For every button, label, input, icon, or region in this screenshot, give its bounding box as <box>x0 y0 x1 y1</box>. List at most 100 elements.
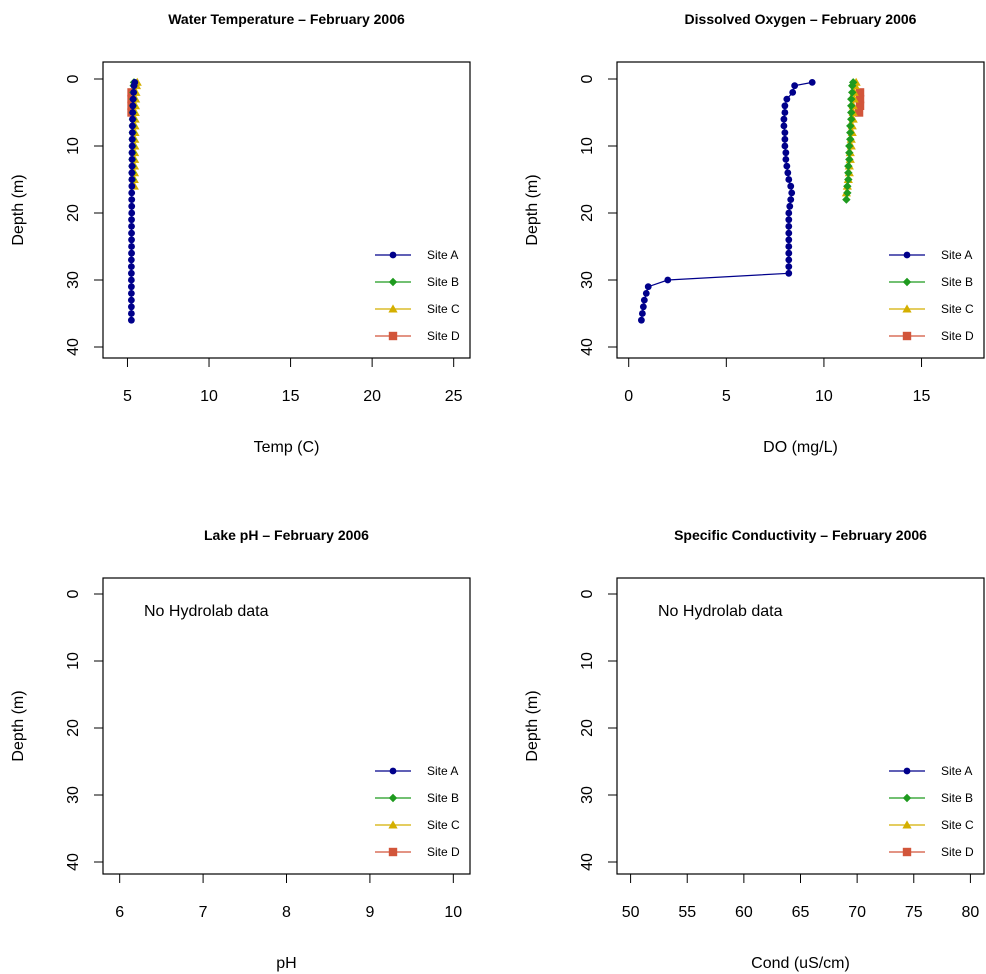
x-tick-label: 55 <box>678 904 696 921</box>
legend-marker <box>902 331 912 341</box>
data-point <box>128 156 136 163</box>
legend-marker <box>902 820 912 829</box>
data-point <box>855 88 865 97</box>
x-axis-label: Cond (uS/cm) <box>751 955 850 972</box>
data-point <box>639 303 647 311</box>
panel-lake-ph: Lake pH – February 2006 pH Depth (m) No … <box>10 527 471 972</box>
data-point <box>127 303 135 311</box>
data-point <box>128 249 135 257</box>
legend-marker <box>388 331 398 341</box>
data-point <box>785 256 793 264</box>
data-point <box>127 256 135 264</box>
legend-marker <box>389 251 397 259</box>
y-tick-label: 40 <box>65 338 82 356</box>
data-point <box>789 89 797 96</box>
legend-entry: Site C <box>427 302 460 316</box>
data-point <box>785 216 793 224</box>
data-point <box>664 276 672 284</box>
legend-entry: Site A <box>941 248 972 262</box>
y-axis-label: Depth (m) <box>10 690 27 761</box>
plot-frame <box>102 61 471 359</box>
data-point <box>785 209 793 217</box>
data-point <box>780 122 788 130</box>
x-tick-label: 6 <box>115 904 124 921</box>
legend-marker <box>388 820 398 829</box>
data-point <box>128 236 135 244</box>
x-tick-label: 60 <box>735 904 753 921</box>
data-point <box>842 195 851 204</box>
data-point <box>130 82 138 90</box>
y-tick-label: 30 <box>65 786 82 804</box>
data-point <box>130 89 138 96</box>
legend-marker <box>902 277 912 287</box>
y-tick-label: 10 <box>65 652 82 670</box>
legend-marker <box>903 251 911 259</box>
data-point <box>845 141 854 151</box>
data-point <box>128 209 136 217</box>
data-point <box>128 189 136 197</box>
legend-entry: Site C <box>941 818 974 832</box>
x-tick-label: 8 <box>282 904 291 921</box>
y-tick-label: 40 <box>579 338 596 356</box>
data-point <box>129 115 136 123</box>
x-tick-label: 7 <box>199 904 208 921</box>
data-point <box>128 142 136 150</box>
x-axis-label: DO (mg/L) <box>763 439 838 456</box>
data-point <box>845 155 854 164</box>
data-point <box>128 169 136 177</box>
data-point <box>808 78 816 86</box>
data-point <box>127 283 135 291</box>
legend-entry: Site C <box>941 302 974 316</box>
data-point <box>784 169 792 177</box>
data-point <box>847 101 856 110</box>
y-tick-label: 10 <box>579 652 596 670</box>
x-tick-label: 70 <box>848 904 866 921</box>
data-point <box>128 229 135 237</box>
chart-title: Specific Conductivity – February 2006 <box>674 527 927 543</box>
data-point <box>781 129 789 137</box>
data-point <box>844 161 853 171</box>
x-axis-label: Temp (C) <box>254 439 320 456</box>
y-tick-label: 10 <box>579 137 596 155</box>
y-tick-label: 30 <box>65 271 82 289</box>
data-point <box>785 236 793 244</box>
data-point <box>129 95 137 103</box>
data-point <box>642 290 650 297</box>
y-axis-label: Depth (m) <box>10 174 27 245</box>
data-point <box>847 94 856 104</box>
x-tick-label: 15 <box>282 388 300 405</box>
data-point <box>782 149 790 157</box>
data-point <box>847 115 856 124</box>
data-point <box>848 81 857 90</box>
data-point <box>846 135 855 144</box>
y-tick-label: 20 <box>65 204 82 222</box>
data-point <box>127 269 135 277</box>
legend-entry: Site A <box>427 248 458 262</box>
data-point <box>127 263 135 270</box>
legend-entry: Site B <box>427 791 459 805</box>
y-tick-label: 30 <box>579 271 596 289</box>
data-point <box>781 142 789 150</box>
data-point <box>128 223 135 230</box>
legend-entry: Site D <box>427 845 460 859</box>
data-point <box>644 283 652 291</box>
data-point <box>638 310 646 317</box>
data-point <box>785 223 793 230</box>
x-tick-label: 10 <box>444 904 462 921</box>
legend-entry: Site B <box>427 275 459 289</box>
data-point <box>127 310 135 317</box>
legend-marker <box>902 793 912 803</box>
data-point <box>781 109 789 116</box>
data-point <box>128 176 136 183</box>
data-point <box>855 101 865 110</box>
data-point <box>847 108 856 117</box>
data-point <box>640 296 648 304</box>
legend-entry: Site A <box>427 764 458 778</box>
data-point <box>129 109 137 116</box>
data-point <box>781 135 789 143</box>
data-point <box>127 296 135 304</box>
data-point <box>855 94 865 104</box>
x-tick-label: 80 <box>962 904 980 921</box>
x-tick-label: 15 <box>913 388 931 405</box>
